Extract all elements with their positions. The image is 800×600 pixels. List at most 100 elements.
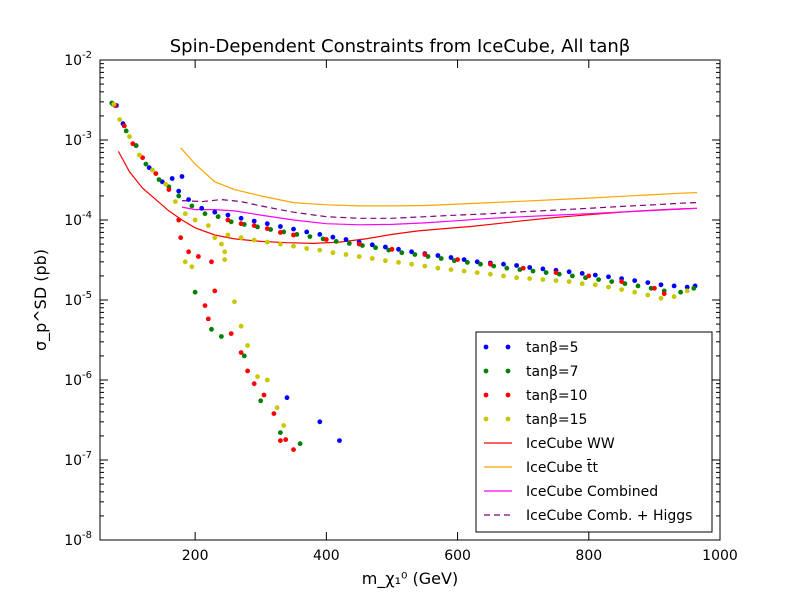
y-tick-label: 10-8 <box>64 530 92 549</box>
data-point-1-8 <box>202 211 208 217</box>
data-point-3-0 <box>111 101 117 107</box>
data-point-1-36 <box>570 273 575 279</box>
data-point-1-1 <box>123 128 129 134</box>
data-point-3-19 <box>281 423 287 428</box>
data-point-0-45 <box>658 282 664 288</box>
data-point-1-24 <box>412 252 418 257</box>
data-point-3-47 <box>566 279 572 284</box>
data-point-1-7 <box>189 203 195 209</box>
data-point-3-27 <box>304 246 310 251</box>
data-point-0-11 <box>212 209 218 215</box>
series-line-6 <box>181 206 698 226</box>
data-point-0-29 <box>448 255 454 260</box>
data-point-0-44 <box>645 280 651 285</box>
data-point-3-28 <box>317 247 323 253</box>
data-point-2-5 <box>166 187 172 193</box>
data-point-3-15 <box>245 343 251 348</box>
data-point-2-11 <box>202 303 208 308</box>
data-point-2-26 <box>264 226 270 232</box>
data-point-0-4 <box>146 165 152 171</box>
data-point-1-45 <box>691 285 697 291</box>
data-point-1-18 <box>333 239 339 244</box>
data-point-2-39 <box>652 285 657 291</box>
data-point-2-24 <box>238 221 244 227</box>
data-point-1-48 <box>219 334 224 339</box>
data-point-2-17 <box>251 381 257 387</box>
data-point-0-47 <box>684 284 690 290</box>
data-point-3-53 <box>645 292 651 298</box>
data-point-2-29 <box>323 237 329 242</box>
data-point-0-30 <box>461 257 467 262</box>
data-point-3-36 <box>422 263 428 269</box>
data-point-1-21 <box>373 245 378 251</box>
data-point-0-43 <box>632 278 638 283</box>
legend-label: IceCube Comb. + Higgs <box>526 508 692 524</box>
data-point-2-19 <box>271 411 277 416</box>
data-point-3-40 <box>474 270 480 275</box>
data-point-3-20 <box>212 235 218 241</box>
data-point-2-13 <box>212 288 218 294</box>
data-point-2-32 <box>422 252 428 257</box>
data-point-0-31 <box>474 259 480 265</box>
y-tick-label: 10-2 <box>64 50 92 69</box>
data-point-2-3 <box>140 155 146 161</box>
data-point-0-39 <box>579 271 585 276</box>
data-point-3-49 <box>592 282 598 288</box>
data-point-3-32 <box>369 256 375 261</box>
data-point-2-18 <box>261 392 267 398</box>
data-point-0-17 <box>291 226 296 232</box>
plot-marks <box>109 100 698 452</box>
data-point-3-1 <box>117 117 123 122</box>
data-point-1-38 <box>596 277 601 282</box>
legend: tanβ=5 tanβ=7 tanβ=10 tanβ=15 IceCube WW IceC… <box>475 331 713 533</box>
x-tick-label: 1000 <box>702 548 738 564</box>
legend-label: IceCube Combined <box>526 484 658 500</box>
data-point-0-34 <box>514 263 519 268</box>
data-point-0-10 <box>199 205 205 211</box>
data-point-3-13 <box>232 299 237 305</box>
data-point-3-30 <box>343 252 349 257</box>
legend-marker <box>483 392 489 398</box>
legend-marker <box>483 416 489 422</box>
data-point-3-55 <box>671 294 677 300</box>
legend-label: tanβ=7 <box>526 364 579 380</box>
series-line-4 <box>117 151 698 245</box>
data-point-3-43 <box>514 275 519 281</box>
data-point-3-18 <box>274 405 280 411</box>
data-point-0-23 <box>369 242 375 248</box>
data-point-2-28 <box>291 232 296 238</box>
data-point-0-9 <box>186 197 192 203</box>
data-point-1-50 <box>258 398 264 404</box>
data-point-0-40 <box>592 272 598 278</box>
data-point-0-13 <box>238 215 244 221</box>
data-point-3-10 <box>219 241 224 247</box>
data-point-3-31 <box>356 254 362 259</box>
data-point-3-9 <box>205 223 211 229</box>
data-point-3-56 <box>684 288 690 294</box>
data-point-0-19 <box>317 232 323 237</box>
data-point-2-34 <box>488 261 493 267</box>
data-point-0-20 <box>330 234 336 240</box>
data-point-2-20 <box>278 438 283 443</box>
data-point-2-25 <box>251 223 257 229</box>
data-point-0-15 <box>264 221 270 227</box>
data-point-3-21 <box>225 232 231 238</box>
data-point-0-24 <box>383 244 388 250</box>
legend-marker <box>505 416 511 422</box>
data-point-3-42 <box>501 273 506 279</box>
data-point-3-8 <box>192 217 198 223</box>
data-point-2-9 <box>196 254 201 259</box>
data-point-3-34 <box>396 260 401 265</box>
data-point-0-14 <box>251 218 257 224</box>
chart-title: Spin-Dependent Constraints from IceCube,… <box>170 36 631 57</box>
data-point-2-6 <box>176 217 182 223</box>
data-point-3-37 <box>435 265 441 271</box>
data-point-0-8 <box>179 174 185 179</box>
legend-label: tanβ=5 <box>526 340 579 356</box>
axis-ticks: 200 400 600 800 1000 10-8 10-7 10-6 10-5 10-4 10-3… <box>64 50 738 564</box>
data-point-0-36 <box>540 266 546 272</box>
legend-label: tanβ=10 <box>526 388 587 404</box>
data-point-0-16 <box>278 224 283 229</box>
data-point-0-25 <box>396 246 401 252</box>
